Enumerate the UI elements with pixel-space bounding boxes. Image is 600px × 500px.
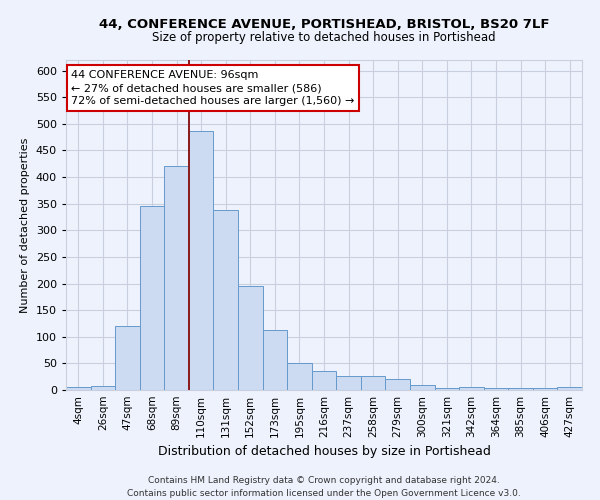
Bar	[91, 386, 115, 390]
Bar	[410, 384, 434, 390]
Bar	[533, 388, 557, 390]
Text: Size of property relative to detached houses in Portishead: Size of property relative to detached ho…	[152, 31, 496, 44]
Bar	[361, 376, 385, 390]
Bar	[140, 206, 164, 390]
Bar	[508, 388, 533, 390]
Text: 44 CONFERENCE AVENUE: 96sqm
← 27% of detached houses are smaller (586)
72% of se: 44 CONFERENCE AVENUE: 96sqm ← 27% of det…	[71, 70, 355, 106]
Text: 44, CONFERENCE AVENUE, PORTISHEAD, BRISTOL, BS20 7LF: 44, CONFERENCE AVENUE, PORTISHEAD, BRIST…	[99, 18, 549, 30]
Bar	[115, 326, 140, 390]
Bar	[66, 388, 91, 390]
Bar	[434, 388, 459, 390]
Bar	[484, 388, 508, 390]
Bar	[189, 131, 214, 390]
Bar	[459, 388, 484, 390]
Bar	[214, 210, 238, 390]
Bar	[263, 330, 287, 390]
Bar	[557, 388, 582, 390]
Bar	[385, 380, 410, 390]
Bar	[312, 372, 336, 390]
X-axis label: Distribution of detached houses by size in Portishead: Distribution of detached houses by size …	[158, 446, 490, 458]
Bar	[238, 286, 263, 390]
Text: Contains HM Land Registry data © Crown copyright and database right 2024.
Contai: Contains HM Land Registry data © Crown c…	[127, 476, 521, 498]
Bar	[287, 364, 312, 390]
Y-axis label: Number of detached properties: Number of detached properties	[20, 138, 30, 312]
Bar	[336, 376, 361, 390]
Bar	[164, 166, 189, 390]
